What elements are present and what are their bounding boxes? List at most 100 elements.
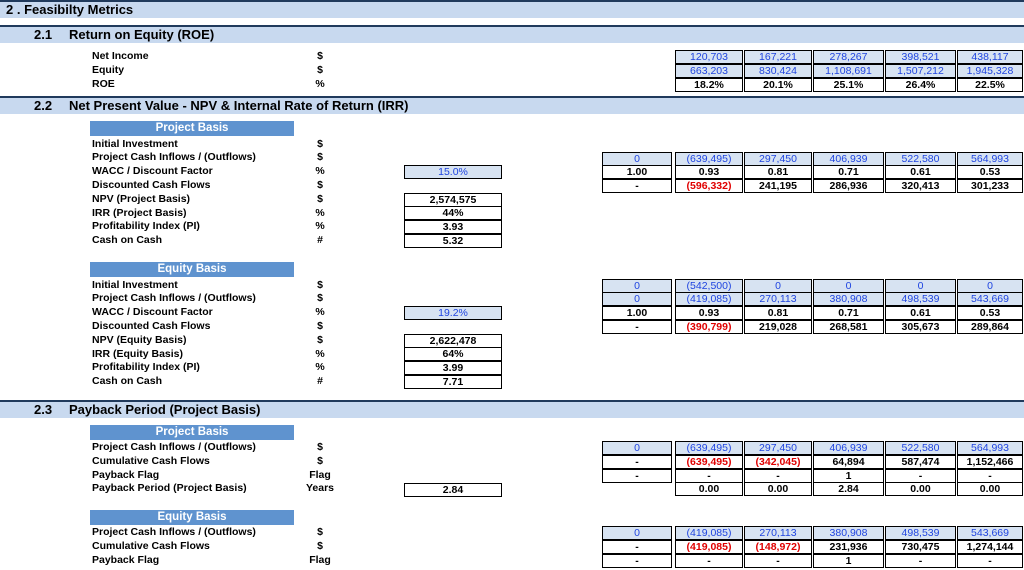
- grid-cell: 0.00: [957, 482, 1023, 497]
- grid-cell: 301,233: [957, 179, 1023, 194]
- grid-cell[interactable]: 0: [885, 278, 956, 293]
- grid-cell[interactable]: 543,669: [957, 292, 1023, 307]
- grid-cell: 0.00: [744, 482, 812, 497]
- wacc-input-project[interactable]: 15.0%: [404, 165, 502, 179]
- grid-cell: 0.00: [675, 482, 743, 497]
- row-unit: %: [315, 206, 325, 219]
- grid-cell: 305,673: [885, 319, 956, 334]
- roe-cell[interactable]: 398,521: [885, 50, 956, 64]
- roe-cell[interactable]: 1,507,212: [885, 63, 956, 78]
- grid-cell: 0.00: [885, 482, 956, 497]
- row-unit: #: [317, 375, 323, 388]
- grid-cell: -: [675, 553, 743, 568]
- grid-cell: (342,045): [744, 454, 812, 469]
- row-unit: $: [317, 333, 323, 346]
- row-unit: #: [317, 234, 323, 247]
- grid-cell[interactable]: 564,993: [957, 151, 1023, 166]
- row-unit: $: [317, 539, 323, 552]
- grid-cell[interactable]: 380,908: [813, 292, 884, 307]
- roe-cell[interactable]: 278,267: [813, 50, 884, 64]
- row-label: NPV (Equity Basis): [92, 333, 187, 346]
- result-cell: 3.93: [404, 220, 502, 235]
- grid-cell[interactable]: 297,450: [744, 441, 812, 455]
- row-label: Profitability Index (PI): [92, 220, 200, 233]
- grid-cell: 241,195: [744, 179, 812, 194]
- grid-cell[interactable]: (542,500): [675, 278, 743, 293]
- result-cell: 44%: [404, 206, 502, 221]
- grid-cell[interactable]: 297,450: [744, 151, 812, 166]
- row-unit: %: [315, 361, 325, 374]
- row-label: Payback Flag: [92, 468, 160, 481]
- grid-cell: (596,332): [675, 179, 743, 194]
- roe-cell[interactable]: 830,424: [744, 63, 812, 78]
- wacc-input-equity[interactable]: 19.2%: [404, 306, 502, 320]
- row-label: IRR (Equity Basis): [92, 347, 184, 360]
- row-label: Project Cash Inflows / (Outflows): [92, 526, 256, 538]
- row-unit: Years: [305, 482, 335, 495]
- grid-cell[interactable]: 270,113: [744, 526, 812, 540]
- section-number: 2.3: [34, 402, 53, 417]
- grid-cell[interactable]: 522,580: [885, 441, 956, 455]
- grid-cell: 587,474: [885, 454, 956, 469]
- row-label: ROE: [92, 77, 115, 90]
- row-unit: $: [317, 192, 323, 205]
- row-unit: $: [317, 151, 323, 164]
- row-unit: Flag: [309, 553, 331, 566]
- grid-cell[interactable]: 0: [957, 278, 1023, 293]
- grid-cell[interactable]: 406,939: [813, 441, 884, 455]
- grid-cell[interactable]: 380,908: [813, 526, 884, 540]
- grid-cell[interactable]: 498,539: [885, 292, 956, 307]
- grid-cell[interactable]: 406,939: [813, 151, 884, 166]
- grid-cell: (148,972): [744, 539, 812, 554]
- roe-cell[interactable]: 438,117: [957, 50, 1023, 64]
- grid-cell[interactable]: 498,539: [885, 526, 956, 540]
- section-title: Payback Period (Project Basis): [69, 402, 261, 417]
- page-title: 2 . Feasibilty Metrics: [6, 2, 134, 17]
- section-header-feasibility: 2 . Feasibilty Metrics: [0, 0, 1024, 18]
- grid-cell[interactable]: 270,113: [744, 292, 812, 307]
- grid-cell[interactable]: 0: [744, 278, 812, 293]
- grid-cell: 730,475: [885, 539, 956, 554]
- roe-cell[interactable]: 663,203: [675, 63, 743, 78]
- grid-cell: (390,799): [675, 319, 743, 334]
- grid-cell[interactable]: 522,580: [885, 151, 956, 166]
- grid-cell[interactable]: (419,085): [675, 292, 743, 307]
- row-unit: %: [315, 77, 325, 90]
- roe-cell[interactable]: 120,703: [675, 50, 743, 64]
- section-title: Return on Equity (ROE): [69, 27, 215, 42]
- grid-cell: 268,581: [813, 319, 884, 334]
- row-unit: $: [317, 526, 323, 538]
- roe-cell: 22.5%: [957, 77, 1023, 92]
- grid-cell: 64,894: [813, 454, 884, 469]
- grid-cell[interactable]: 0: [602, 151, 672, 166]
- grid-cell: -: [602, 319, 672, 334]
- grid-cell[interactable]: 0: [602, 278, 672, 293]
- grid-cell[interactable]: 0: [602, 526, 672, 540]
- grid-cell: 0.81: [744, 306, 812, 321]
- row-label: IRR (Project Basis): [92, 206, 187, 219]
- row-label: Profitability Index (PI): [92, 361, 200, 374]
- grid-cell[interactable]: (639,495): [675, 441, 743, 455]
- grid-cell: -: [744, 553, 812, 568]
- grid-cell: -: [602, 454, 672, 469]
- grid-cell[interactable]: 0: [602, 292, 672, 307]
- row-unit: $: [317, 178, 323, 191]
- row-label: Net Income: [92, 50, 149, 62]
- roe-cell[interactable]: 167,221: [744, 50, 812, 64]
- grid-cell[interactable]: 564,993: [957, 441, 1023, 455]
- grid-cell[interactable]: 0: [602, 441, 672, 455]
- row-unit: $: [317, 278, 323, 291]
- roe-cell[interactable]: 1,108,691: [813, 63, 884, 78]
- grid-cell: (419,085): [675, 539, 743, 554]
- row-label: Discounted Cash Flows: [92, 319, 211, 332]
- section-header-payback: 2.3 Payback Period (Project Basis): [0, 400, 1024, 418]
- row-unit: $: [317, 137, 323, 150]
- row-label: Payback Flag: [92, 553, 160, 566]
- grid-cell[interactable]: 0: [813, 278, 884, 293]
- roe-cell[interactable]: 1,945,328: [957, 63, 1023, 78]
- row-label: Payback Period (Project Basis): [92, 482, 247, 495]
- row-label: Cash on Cash: [92, 234, 163, 247]
- grid-cell[interactable]: (419,085): [675, 526, 743, 540]
- grid-cell[interactable]: (639,495): [675, 151, 743, 166]
- grid-cell[interactable]: 543,669: [957, 526, 1023, 540]
